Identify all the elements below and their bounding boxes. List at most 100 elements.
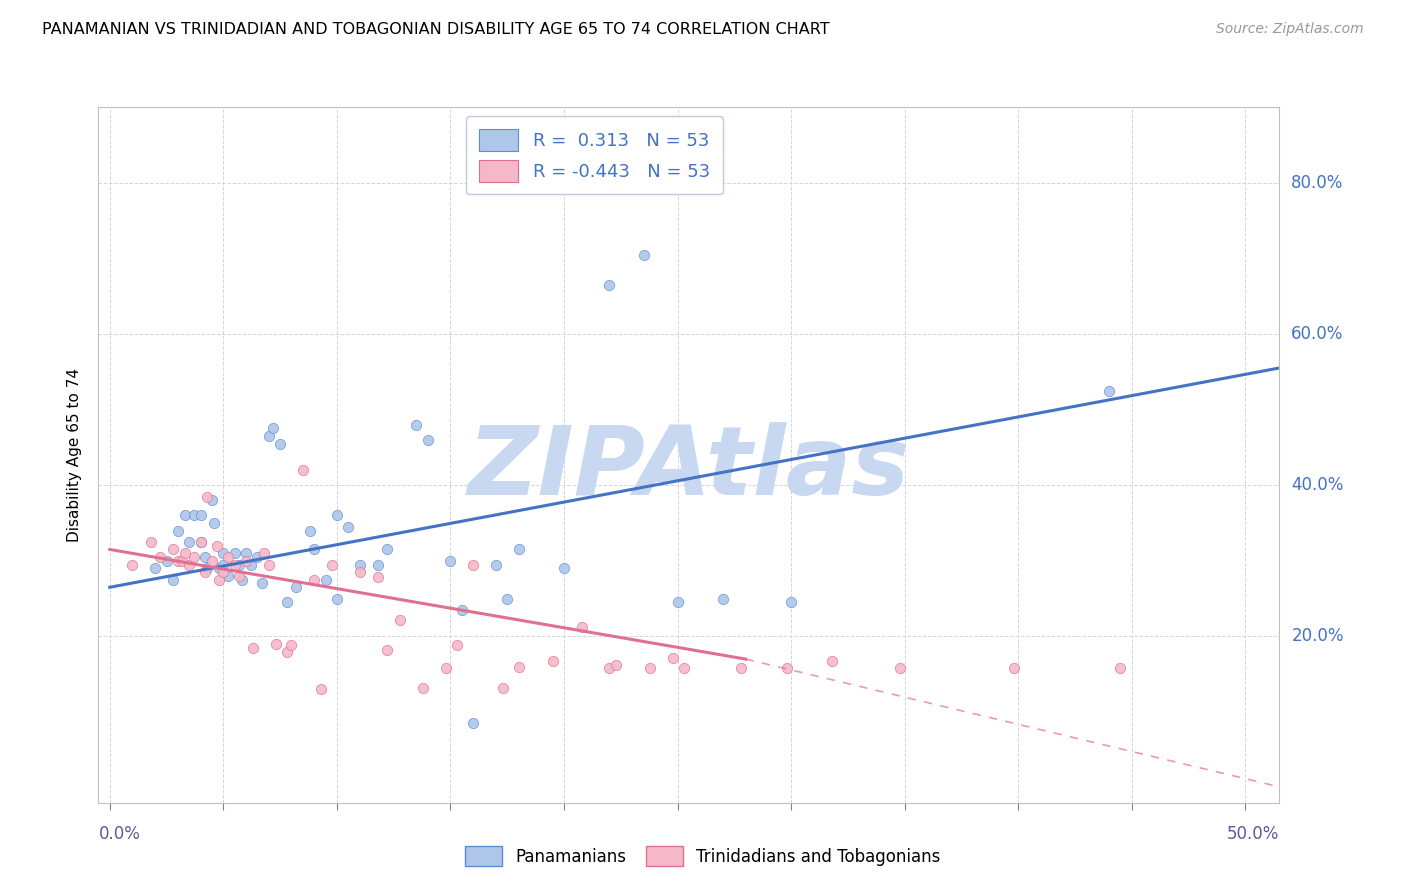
Point: [598, 661, 620, 675]
Text: 60.0%: 60.0%: [1291, 325, 1344, 343]
Point: [439, 554, 461, 568]
Point: [183, 549, 205, 564]
Point: [640, 661, 662, 675]
Point: [190, 534, 212, 549]
Point: [326, 591, 349, 606]
Point: [463, 558, 485, 572]
Point: [416, 433, 439, 447]
Point: [212, 558, 235, 572]
Point: [202, 516, 225, 530]
Point: [780, 595, 803, 609]
Text: 80.0%: 80.0%: [1291, 174, 1344, 192]
Point: [821, 654, 844, 668]
Point: [276, 644, 298, 658]
Point: [231, 573, 253, 587]
Point: [889, 661, 911, 675]
Text: 0.0%: 0.0%: [98, 825, 141, 843]
Point: [291, 463, 314, 477]
Point: [1109, 661, 1132, 675]
Point: [239, 558, 262, 572]
Text: 40.0%: 40.0%: [1291, 476, 1344, 494]
Point: [389, 613, 412, 627]
Point: [212, 546, 235, 560]
Point: [197, 490, 219, 504]
Point: [276, 595, 298, 609]
Point: [217, 549, 239, 564]
Point: [155, 554, 177, 568]
Point: [598, 277, 620, 292]
Text: 20.0%: 20.0%: [1291, 627, 1344, 646]
Point: [450, 603, 472, 617]
Point: [349, 558, 371, 572]
Point: [235, 546, 257, 560]
Point: [496, 591, 519, 606]
Point: [285, 580, 308, 594]
Point: [1002, 661, 1025, 675]
Point: [242, 640, 264, 655]
Point: [224, 546, 246, 560]
Point: [326, 508, 349, 523]
Point: [349, 565, 371, 579]
Point: [309, 682, 332, 697]
Point: [662, 650, 685, 665]
Point: [302, 542, 325, 557]
Point: [190, 534, 212, 549]
Point: [446, 639, 468, 653]
Text: Source: ZipAtlas.com: Source: ZipAtlas.com: [1216, 22, 1364, 37]
Point: [253, 546, 276, 560]
Point: [190, 508, 212, 523]
Y-axis label: Disability Age 65 to 74: Disability Age 65 to 74: [67, 368, 83, 542]
Point: [208, 561, 231, 575]
Point: [1098, 384, 1121, 398]
Point: [183, 508, 205, 523]
Point: [269, 436, 291, 450]
Point: [375, 643, 398, 657]
Point: [201, 493, 224, 508]
Point: [262, 421, 284, 435]
Point: [208, 573, 231, 587]
Point: [197, 561, 219, 575]
Point: [367, 558, 389, 572]
Point: [121, 558, 143, 572]
Point: [257, 558, 280, 572]
Point: [730, 661, 752, 675]
Point: [666, 595, 689, 609]
Point: [508, 659, 530, 673]
Point: [250, 576, 273, 591]
Point: [228, 569, 250, 583]
Point: [508, 542, 530, 557]
Point: [179, 558, 201, 572]
Point: [194, 549, 217, 564]
Point: [605, 658, 627, 673]
Point: [167, 524, 190, 538]
Point: [298, 524, 321, 538]
Point: [553, 561, 575, 575]
Point: [367, 570, 389, 584]
Point: [162, 542, 184, 557]
Point: [172, 554, 194, 568]
Point: [149, 549, 172, 564]
Point: [711, 591, 734, 606]
Point: [673, 661, 696, 675]
Point: [224, 558, 246, 572]
Text: 50.0%: 50.0%: [1227, 825, 1279, 843]
Point: [257, 429, 280, 443]
Legend: R =  0.313   N = 53, R = -0.443   N = 53: R = 0.313 N = 53, R = -0.443 N = 53: [467, 116, 723, 194]
Point: [375, 542, 398, 557]
Point: [235, 554, 257, 568]
Point: [492, 681, 515, 695]
Point: [167, 554, 190, 568]
Point: [246, 549, 269, 564]
Text: ZIPAtlas: ZIPAtlas: [468, 422, 910, 516]
Point: [228, 558, 250, 572]
Point: [173, 508, 195, 523]
Point: [201, 554, 224, 568]
Point: [321, 558, 343, 572]
Point: [212, 565, 235, 579]
Point: [405, 417, 427, 432]
Point: [463, 716, 485, 731]
Point: [280, 639, 302, 653]
Point: [302, 573, 325, 587]
Point: [315, 573, 337, 587]
Text: PANAMANIAN VS TRINIDADIAN AND TOBAGONIAN DISABILITY AGE 65 TO 74 CORRELATION CHA: PANAMANIAN VS TRINIDADIAN AND TOBAGONIAN…: [42, 22, 830, 37]
